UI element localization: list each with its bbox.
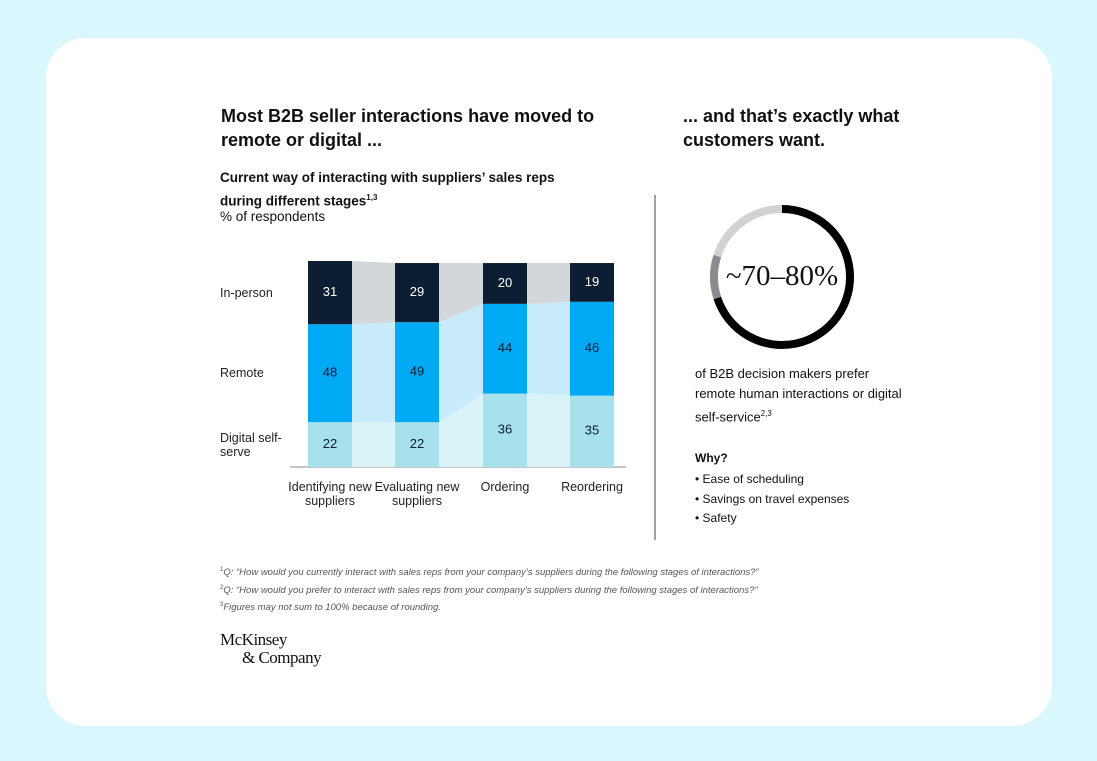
footnote-text: Q: “How would you prefer to interact wit… [223,584,758,596]
footnote-mark: 3 [220,602,224,609]
bar-segment [483,263,527,304]
chart-title: Current way of interacting with supplier… [220,168,580,212]
donut-label: ~70–80% [725,260,839,292]
value-label: 19 [585,274,599,289]
value-label: 46 [585,340,599,355]
logo: McKinsey & Company [220,630,322,667]
why-item: • Ease of scheduling [695,472,804,486]
bar-segment [570,395,614,467]
value-label: 22 [410,436,424,451]
why-item-text: Ease of scheduling [702,472,804,486]
bar-segment [570,263,614,302]
logo-line: & Company [242,648,322,667]
footnote: 3Figures may not sum to 100% because of … [220,598,759,616]
donut-caption: of B2B decision makers prefer remote hum… [695,364,905,427]
value-label: 44 [498,340,512,355]
donut-arc [713,205,854,349]
series-label: Remote [220,366,264,381]
flow-band [527,393,570,467]
flow-band [439,393,483,467]
x-tick-label: Evaluating new suppliers [374,480,460,508]
value-label: 31 [323,284,337,299]
flow-band [352,322,395,423]
bar-segment [483,303,527,394]
footnote: 2Q: “How would you prefer to interact wi… [220,581,759,599]
flow-band [439,263,483,323]
bar-segment [483,393,527,467]
heading-right: ... and that’s exactly what customers wa… [683,106,900,150]
value-label: 36 [498,422,512,437]
series-label: Digital self-serve [220,430,282,459]
x-tick-label: Identifying new suppliers [288,480,372,508]
heading-left: Most B2B seller interactions have moved … [221,106,595,150]
donut-caption-note: 2,3 [760,409,772,418]
donut-arc [710,254,722,300]
footnote: 1Q: “How would you currently interact wi… [220,563,759,581]
bar-segment [308,422,352,467]
why-item-text: Savings on travel expenses [702,491,850,506]
value-label: 20 [498,275,512,290]
logo-line: McKinsey [220,630,287,649]
value-label: 48 [323,365,337,380]
footnotes: 1Q: “How would you currently interact wi… [220,563,759,616]
why-item: • Safety [695,511,737,525]
flow-band [527,263,570,304]
footnote-mark: 1 [220,567,224,573]
bar-segment [570,301,614,396]
why-title: Why? [695,451,728,465]
why-item-text: Safety [702,511,737,525]
flow-band [352,261,395,325]
chart-subtitle: % of respondents [220,209,326,224]
footnote-text: Q: “How would you currently interact wit… [223,567,759,579]
footnote-text: Figures may not sum to 100% because of r… [223,602,441,614]
chart-title-text: Current way of interacting with supplier… [220,170,555,209]
value-label: 22 [323,436,337,451]
value-label: 49 [410,364,424,379]
series-label: In-person [220,285,273,300]
flow-band [439,303,483,423]
footnote-mark: 2 [220,584,224,591]
why-item: • Savings on travel expenses [695,491,850,506]
chart-title-note: 1,3 [366,193,378,202]
value-label: 29 [410,284,424,299]
value-label: 35 [585,423,599,438]
bar-segment [308,261,352,325]
x-tick-label: Ordering [480,480,530,494]
x-tick-label: Reordering [561,480,623,494]
bar-segment [395,422,439,467]
donut-caption-text: of B2B decision makers prefer remote hum… [695,366,902,425]
donut-arc [713,205,783,258]
bar-segment [395,322,439,423]
flow-band [352,422,395,467]
bar-segment [395,263,439,323]
flow-band [527,301,570,396]
bar-segment [308,324,352,423]
why-list: • Ease of scheduling • Savings on travel … [695,470,849,529]
